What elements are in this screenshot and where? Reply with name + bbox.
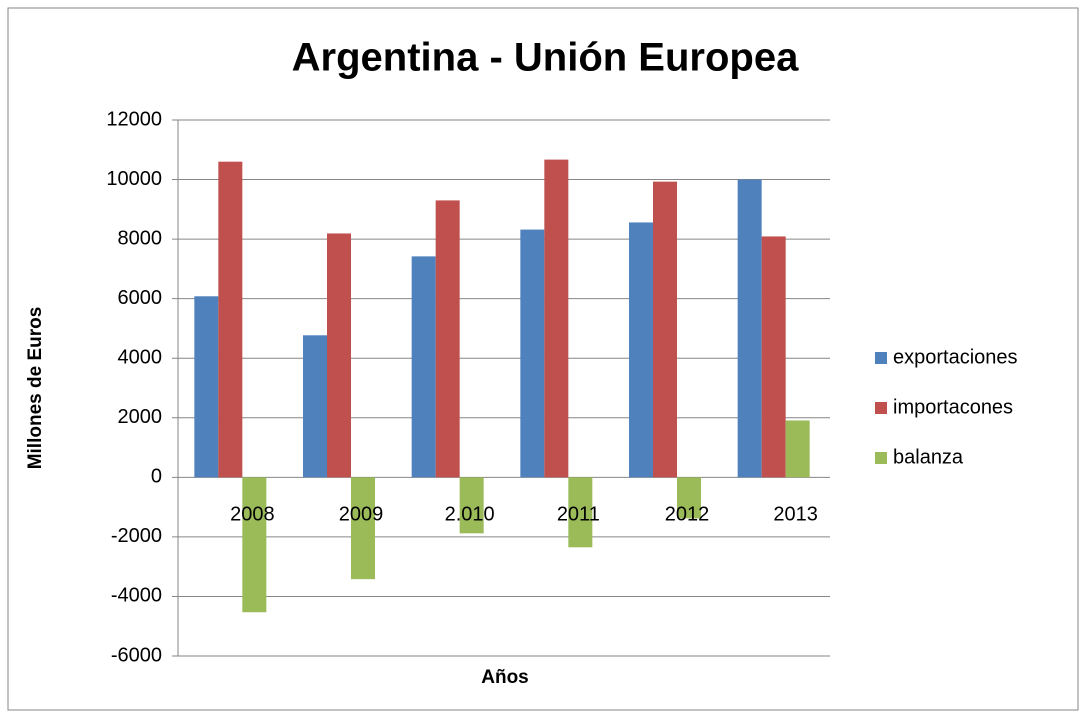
bar — [520, 229, 545, 478]
y-tick-label: -6000 — [111, 644, 162, 666]
x-tick-label: 2009 — [339, 504, 384, 526]
x-tick-label: 2011 — [557, 504, 600, 526]
bar — [303, 335, 327, 478]
legend-label: balanza — [893, 446, 964, 468]
y-tick-label: -2000 — [111, 525, 162, 547]
bar — [761, 236, 786, 478]
y-tick-label: 2000 — [118, 406, 163, 428]
bar — [629, 222, 653, 478]
bar — [351, 477, 375, 580]
legend-label: importacones — [893, 396, 1013, 418]
y-tick-label: 4000 — [118, 347, 163, 369]
bar — [411, 256, 436, 478]
legend-swatch — [875, 352, 887, 364]
bar — [677, 477, 701, 519]
bar — [459, 477, 484, 534]
y-tick-label: 8000 — [118, 227, 163, 249]
y-axis-title: Millones de Euros — [25, 307, 46, 470]
bar — [653, 181, 677, 478]
bar — [218, 161, 243, 478]
x-tick-label: 2008 — [230, 504, 275, 526]
bar — [544, 159, 569, 478]
bar — [568, 477, 593, 548]
legend-swatch — [875, 452, 887, 464]
bar — [242, 477, 267, 613]
chart-title: Argentina - Unión Europea — [292, 36, 799, 80]
y-tick-label: 12000 — [106, 108, 162, 130]
y-tick-label: 6000 — [118, 287, 163, 309]
bar — [785, 420, 810, 478]
y-tick-label: 0 — [151, 466, 162, 488]
x-tick-label: 2012 — [665, 504, 710, 526]
x-axis-title: Años — [481, 667, 529, 688]
x-tick-label: 2.010 — [445, 504, 495, 526]
bar — [327, 233, 351, 478]
legend-label: exportaciones — [893, 346, 1018, 368]
bar — [194, 296, 219, 478]
y-tick-label: -4000 — [111, 585, 162, 607]
y-tick-label: 10000 — [106, 168, 162, 190]
bar — [737, 179, 762, 478]
x-tick-label: 2013 — [773, 504, 818, 526]
legend-swatch — [875, 402, 887, 414]
bar — [435, 200, 460, 478]
